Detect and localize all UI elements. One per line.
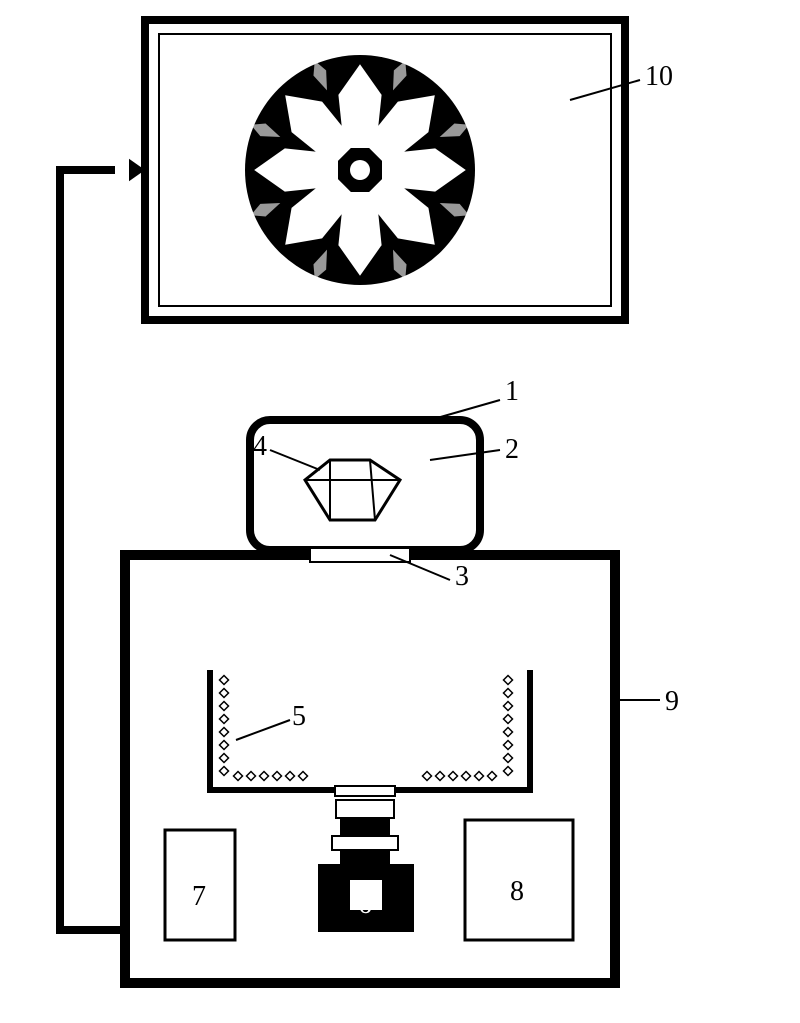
label-6: 6: [358, 889, 372, 921]
label-10: 10: [645, 61, 673, 93]
label-3: 3: [455, 561, 469, 593]
label-4: 4: [253, 431, 267, 463]
label-9: 9: [665, 686, 679, 718]
label-5: 5: [292, 701, 306, 733]
label-1: 1: [505, 376, 519, 408]
label-7: 7: [192, 881, 206, 913]
label-2: 2: [505, 434, 519, 466]
label-8: 8: [510, 876, 524, 908]
diagram-canvas: [0, 0, 800, 1023]
